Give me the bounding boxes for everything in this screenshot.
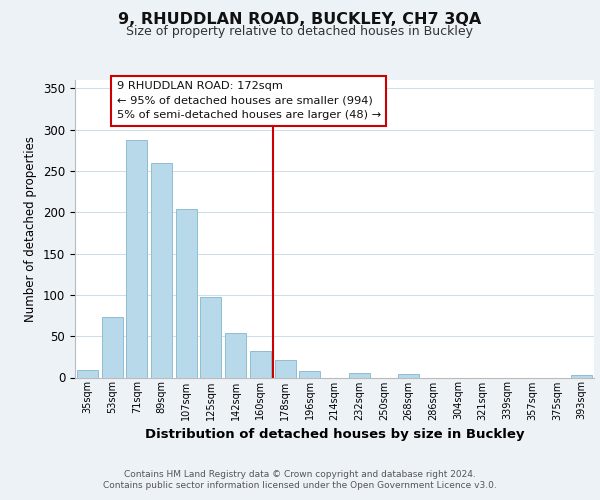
Bar bbox=[250, 351, 271, 378]
X-axis label: Distribution of detached houses by size in Buckley: Distribution of detached houses by size … bbox=[145, 428, 524, 441]
Bar bbox=[151, 164, 172, 378]
Text: Size of property relative to detached houses in Buckley: Size of property relative to detached ho… bbox=[127, 25, 473, 38]
Bar bbox=[398, 374, 419, 378]
Bar bbox=[126, 140, 147, 378]
Bar bbox=[299, 371, 320, 378]
Bar bbox=[77, 370, 98, 378]
Bar bbox=[200, 298, 221, 378]
Bar bbox=[275, 360, 296, 378]
Text: 9, RHUDDLAN ROAD, BUCKLEY, CH7 3QA: 9, RHUDDLAN ROAD, BUCKLEY, CH7 3QA bbox=[118, 12, 482, 28]
Bar bbox=[225, 333, 246, 378]
Bar bbox=[349, 374, 370, 378]
Bar bbox=[571, 375, 592, 378]
Y-axis label: Number of detached properties: Number of detached properties bbox=[25, 136, 37, 322]
Bar bbox=[176, 209, 197, 378]
Text: Contains HM Land Registry data © Crown copyright and database right 2024.: Contains HM Land Registry data © Crown c… bbox=[124, 470, 476, 479]
Text: Contains public sector information licensed under the Open Government Licence v3: Contains public sector information licen… bbox=[103, 481, 497, 490]
Text: 9 RHUDDLAN ROAD: 172sqm
← 95% of detached houses are smaller (994)
5% of semi-de: 9 RHUDDLAN ROAD: 172sqm ← 95% of detache… bbox=[116, 82, 380, 120]
Bar bbox=[101, 317, 122, 378]
